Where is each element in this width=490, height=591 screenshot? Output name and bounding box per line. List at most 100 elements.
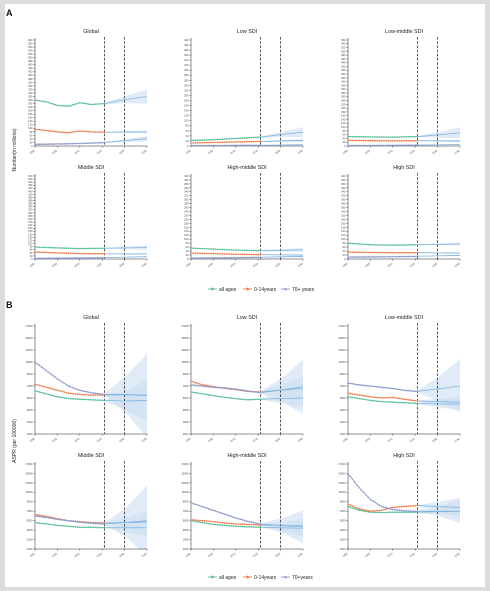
data-point-all-ages	[205, 139, 208, 141]
data-point-0-14	[374, 139, 376, 142]
data-point-all-ages	[101, 102, 104, 105]
data-point-70-plus	[94, 522, 97, 525]
data-point-70-plus	[364, 493, 367, 496]
data-point-all-ages	[228, 248, 230, 251]
data-point-0-14	[67, 131, 70, 134]
data-point-70-plus	[237, 517, 240, 520]
data-point-70-plus	[83, 142, 86, 145]
data-point-0-14	[234, 253, 237, 256]
data-point-0-14	[398, 397, 401, 400]
data-point-all-ages	[356, 508, 358, 511]
data-point-70-plus	[380, 386, 383, 388]
data-point-all-ages	[223, 396, 226, 399]
y-tick-label: 140	[341, 117, 346, 121]
data-point-all-ages	[210, 138, 213, 141]
data-point-70-plus	[101, 393, 104, 395]
data-point-all-ages	[38, 246, 41, 249]
data-point-all-ages	[192, 139, 195, 142]
forecast-line-70-plus	[417, 255, 461, 257]
data-point-all-ages	[203, 139, 206, 141]
x-tick-label: 2000	[207, 436, 214, 443]
y-tick-label: 340	[28, 205, 33, 209]
data-point-70-plus	[243, 144, 246, 147]
data-point-70-plus	[40, 365, 43, 368]
data-point-0-14	[405, 139, 408, 142]
data-point-70-plus	[353, 255, 356, 258]
data-point-70-plus	[47, 516, 50, 519]
data-point-0-14	[49, 251, 52, 254]
data-point-70-plus	[225, 386, 228, 389]
data-point-all-ages	[74, 247, 77, 250]
data-point-0-14	[347, 503, 349, 505]
y-tick-label: 5000	[27, 519, 33, 523]
y-tick-label: 260	[28, 217, 33, 221]
data-point-70-plus	[214, 386, 217, 389]
y-tick-label: 280	[184, 202, 189, 206]
data-point-0-14	[351, 393, 354, 395]
x-tick-label: 2040	[454, 551, 461, 558]
data-point-0-14	[45, 386, 48, 389]
y-tick-label: 220	[341, 213, 346, 217]
data-point-all-ages	[351, 242, 354, 245]
y-tick-label: 360	[341, 186, 346, 190]
data-point-all-ages	[221, 396, 224, 398]
data-point-70-plus	[42, 257, 45, 259]
data-point-0-14	[99, 131, 101, 133]
x-tick-label: 2020	[96, 261, 103, 268]
data-point-70-plus	[94, 256, 97, 259]
data-point-70-plus	[198, 384, 201, 387]
data-point-70-plus	[192, 256, 195, 259]
data-point-70-plus	[411, 143, 414, 146]
confidence-band-all-ages	[417, 127, 460, 139]
data-point-70-plus	[219, 511, 222, 514]
data-point-0-14	[398, 251, 401, 254]
data-point-0-14	[409, 505, 412, 507]
data-point-0-14	[199, 519, 201, 522]
data-point-0-14	[38, 128, 41, 131]
data-point-70-plus	[382, 144, 385, 147]
data-point-70-plus	[225, 256, 228, 259]
data-point-all-ages	[208, 138, 210, 141]
data-point-0-14	[412, 139, 414, 142]
data-point-70-plus	[389, 507, 392, 510]
data-point-70-plus	[85, 142, 88, 144]
data-point-all-ages	[83, 526, 86, 529]
data-point-70-plus	[362, 144, 365, 147]
data-point-all-ages	[38, 391, 41, 393]
data-point-0-14	[69, 252, 72, 255]
data-point-all-ages	[259, 136, 262, 139]
data-point-70-plus	[83, 390, 86, 392]
data-point-70-plus	[243, 256, 246, 259]
x-tick-label: 2040	[454, 148, 461, 155]
data-point-70-plus	[101, 141, 104, 144]
y-tick-label: -1000	[26, 547, 33, 551]
data-point-all-ages	[74, 526, 77, 528]
forecast-line-all-ages	[104, 96, 148, 104]
forecast-line-70-plus	[260, 523, 304, 528]
y-tick-label: 9000	[183, 500, 189, 504]
y-tick-label: 440	[341, 61, 346, 65]
data-point-70-plus	[210, 256, 213, 259]
data-point-0-14	[405, 398, 408, 401]
data-point-70-plus	[49, 257, 52, 259]
data-point-0-14	[192, 381, 195, 383]
legend-label-70-plus: 70+years	[292, 575, 313, 581]
data-point-70-plus	[90, 141, 92, 144]
data-point-0-14	[65, 131, 68, 134]
data-point-all-ages	[194, 247, 197, 250]
x-tick-label: 2000	[364, 261, 371, 268]
data-point-70-plus	[382, 386, 385, 389]
data-point-70-plus	[85, 521, 88, 524]
data-point-0-14	[221, 253, 224, 255]
data-point-70-plus	[228, 514, 231, 517]
y-tick-label: 220	[28, 223, 33, 227]
data-point-0-14	[241, 253, 244, 256]
x-tick-label: 2000	[51, 436, 58, 443]
data-point-all-ages	[65, 525, 68, 527]
y-tick-label: 120	[28, 123, 33, 127]
data-point-70-plus	[243, 389, 246, 392]
data-point-70-plus	[223, 386, 226, 389]
data-point-all-ages	[58, 247, 61, 249]
y-tick-label: 200	[184, 217, 189, 221]
data-point-0-14	[347, 251, 349, 253]
